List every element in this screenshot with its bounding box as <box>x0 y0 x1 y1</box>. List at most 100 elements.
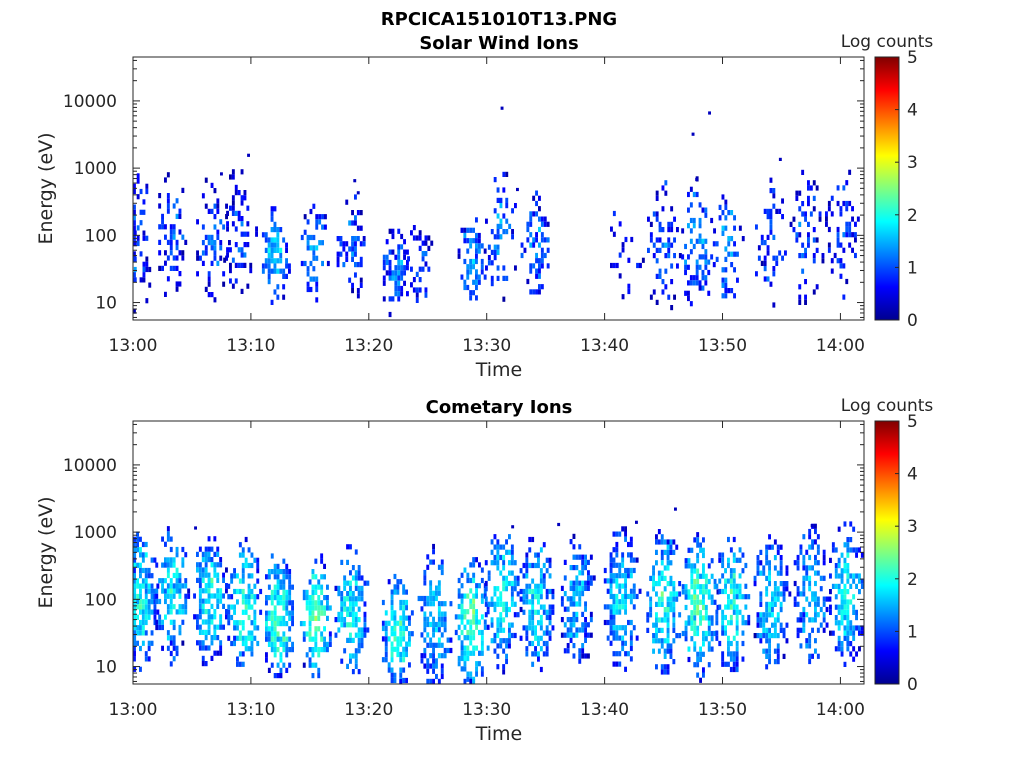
spectrogram-cell <box>603 567 607 574</box>
spectrogram-cell <box>469 588 473 594</box>
spectrogram-cell <box>236 656 239 662</box>
spectrogram-cell <box>724 293 728 299</box>
spectrogram-cell <box>724 568 727 574</box>
spectrogram-cell <box>516 575 520 581</box>
spectrogram-cell <box>807 242 810 248</box>
spectrogram-cell <box>684 584 688 590</box>
spectrogram-cell <box>351 596 355 602</box>
spectrogram-cell <box>317 626 321 632</box>
spectrogram-cell <box>721 194 725 200</box>
spectrogram-cell <box>852 630 856 636</box>
spectrogram-cell <box>724 256 728 262</box>
spectrogram-cell <box>435 658 438 664</box>
spectrogram-cell <box>382 275 386 281</box>
spectrogram-cell <box>480 640 484 646</box>
spectrogram-cell <box>569 565 573 571</box>
spectrogram-cell <box>732 557 736 563</box>
spectrogram-cell <box>735 588 739 595</box>
spectrogram-cell <box>343 580 347 586</box>
spectrogram-cell <box>317 673 321 679</box>
spectrogram-cell <box>463 650 467 656</box>
spectrogram-cell <box>227 604 231 610</box>
spectrogram-cell <box>811 653 814 659</box>
spectrogram-cell <box>496 560 500 566</box>
spectrogram-cell <box>230 604 234 610</box>
spectrogram-cell <box>429 601 433 607</box>
spectrogram-cell <box>778 250 782 256</box>
spectrogram-cell <box>493 601 497 607</box>
spectrogram-cell <box>387 620 391 626</box>
spectrogram-cell <box>535 190 538 196</box>
spectrogram-cell <box>219 614 223 620</box>
spectrogram-cell <box>267 626 271 632</box>
spectrogram-cell <box>216 198 220 204</box>
spectrogram-cell <box>846 568 850 574</box>
spectrogram-cell <box>773 633 777 639</box>
spectrogram-cell <box>699 615 702 621</box>
spectrogram-cell <box>229 174 232 180</box>
spectrogram-cell <box>655 633 658 639</box>
spectrogram-cell <box>609 625 613 631</box>
spectrogram-cell <box>542 542 546 548</box>
spectrogram-cell <box>837 563 841 569</box>
spectrogram-cell <box>802 617 806 623</box>
spectrogram-cell <box>273 563 277 569</box>
spectrogram-cell <box>566 643 570 649</box>
spectrogram-cell <box>693 599 697 605</box>
spectrogram-cell <box>796 601 800 607</box>
spectrogram-cell <box>270 211 274 217</box>
spectrogram-cell <box>231 205 235 211</box>
spectrogram-cell <box>704 259 708 265</box>
spectrogram-cell <box>837 635 841 641</box>
spectrogram-cell <box>768 581 771 587</box>
spectrogram-cell <box>437 606 441 612</box>
spectrogram-cell <box>184 239 188 245</box>
spectrogram-cell <box>546 237 550 243</box>
spectrogram-cell <box>169 239 173 245</box>
spectrogram-cell <box>557 522 561 527</box>
spectrogram-cell <box>804 216 807 222</box>
spectrogram-cell <box>729 640 733 647</box>
spectrogram-cell <box>609 583 613 589</box>
spectrogram-cell <box>795 195 799 201</box>
spectrogram-cell <box>164 177 167 183</box>
spectrogram-cell <box>216 208 220 214</box>
spectrogram-cell <box>285 667 289 673</box>
spectrogram-cell <box>423 627 427 633</box>
spectrogram-cell <box>279 247 283 253</box>
spectrogram-cell <box>288 263 291 269</box>
spectrogram-cell <box>227 614 231 621</box>
spectrogram-cell <box>314 615 318 621</box>
spectrogram-cell <box>166 562 170 568</box>
spectrogram-cell <box>612 562 616 568</box>
spectrogram-cell <box>133 541 136 548</box>
spectrogram-cell <box>244 646 248 652</box>
spectrogram-cell <box>136 547 139 553</box>
spectrogram-cell <box>240 200 244 206</box>
spectrogram-cell <box>812 253 816 259</box>
spectrogram-cell <box>846 630 850 636</box>
spectrogram-cell <box>732 568 736 574</box>
spectrogram-cell <box>836 237 840 243</box>
spectrogram-cell <box>403 280 406 286</box>
spectrogram-cell <box>490 229 494 235</box>
spectrogram-cell <box>219 645 223 651</box>
spectrogram-cell <box>155 588 159 594</box>
spectrogram-cell <box>247 573 251 579</box>
spectrogram-cell <box>542 630 546 636</box>
spectrogram-cell <box>219 219 223 225</box>
spectrogram-cell <box>276 647 280 653</box>
spectrogram-cell <box>432 616 435 622</box>
spectrogram-cell <box>858 578 861 584</box>
spectrogram-cell <box>432 559 435 565</box>
spectrogram-cell <box>136 604 139 610</box>
spectrogram-cell <box>423 569 427 576</box>
spectrogram-cell <box>670 227 674 233</box>
spectrogram-cell <box>288 647 292 653</box>
spectrogram-cell <box>145 266 149 273</box>
spectrogram-cell <box>538 206 541 212</box>
spectrogram-cell <box>849 630 853 636</box>
spectrogram-cell <box>385 239 389 245</box>
spectrogram-cell <box>773 539 777 545</box>
